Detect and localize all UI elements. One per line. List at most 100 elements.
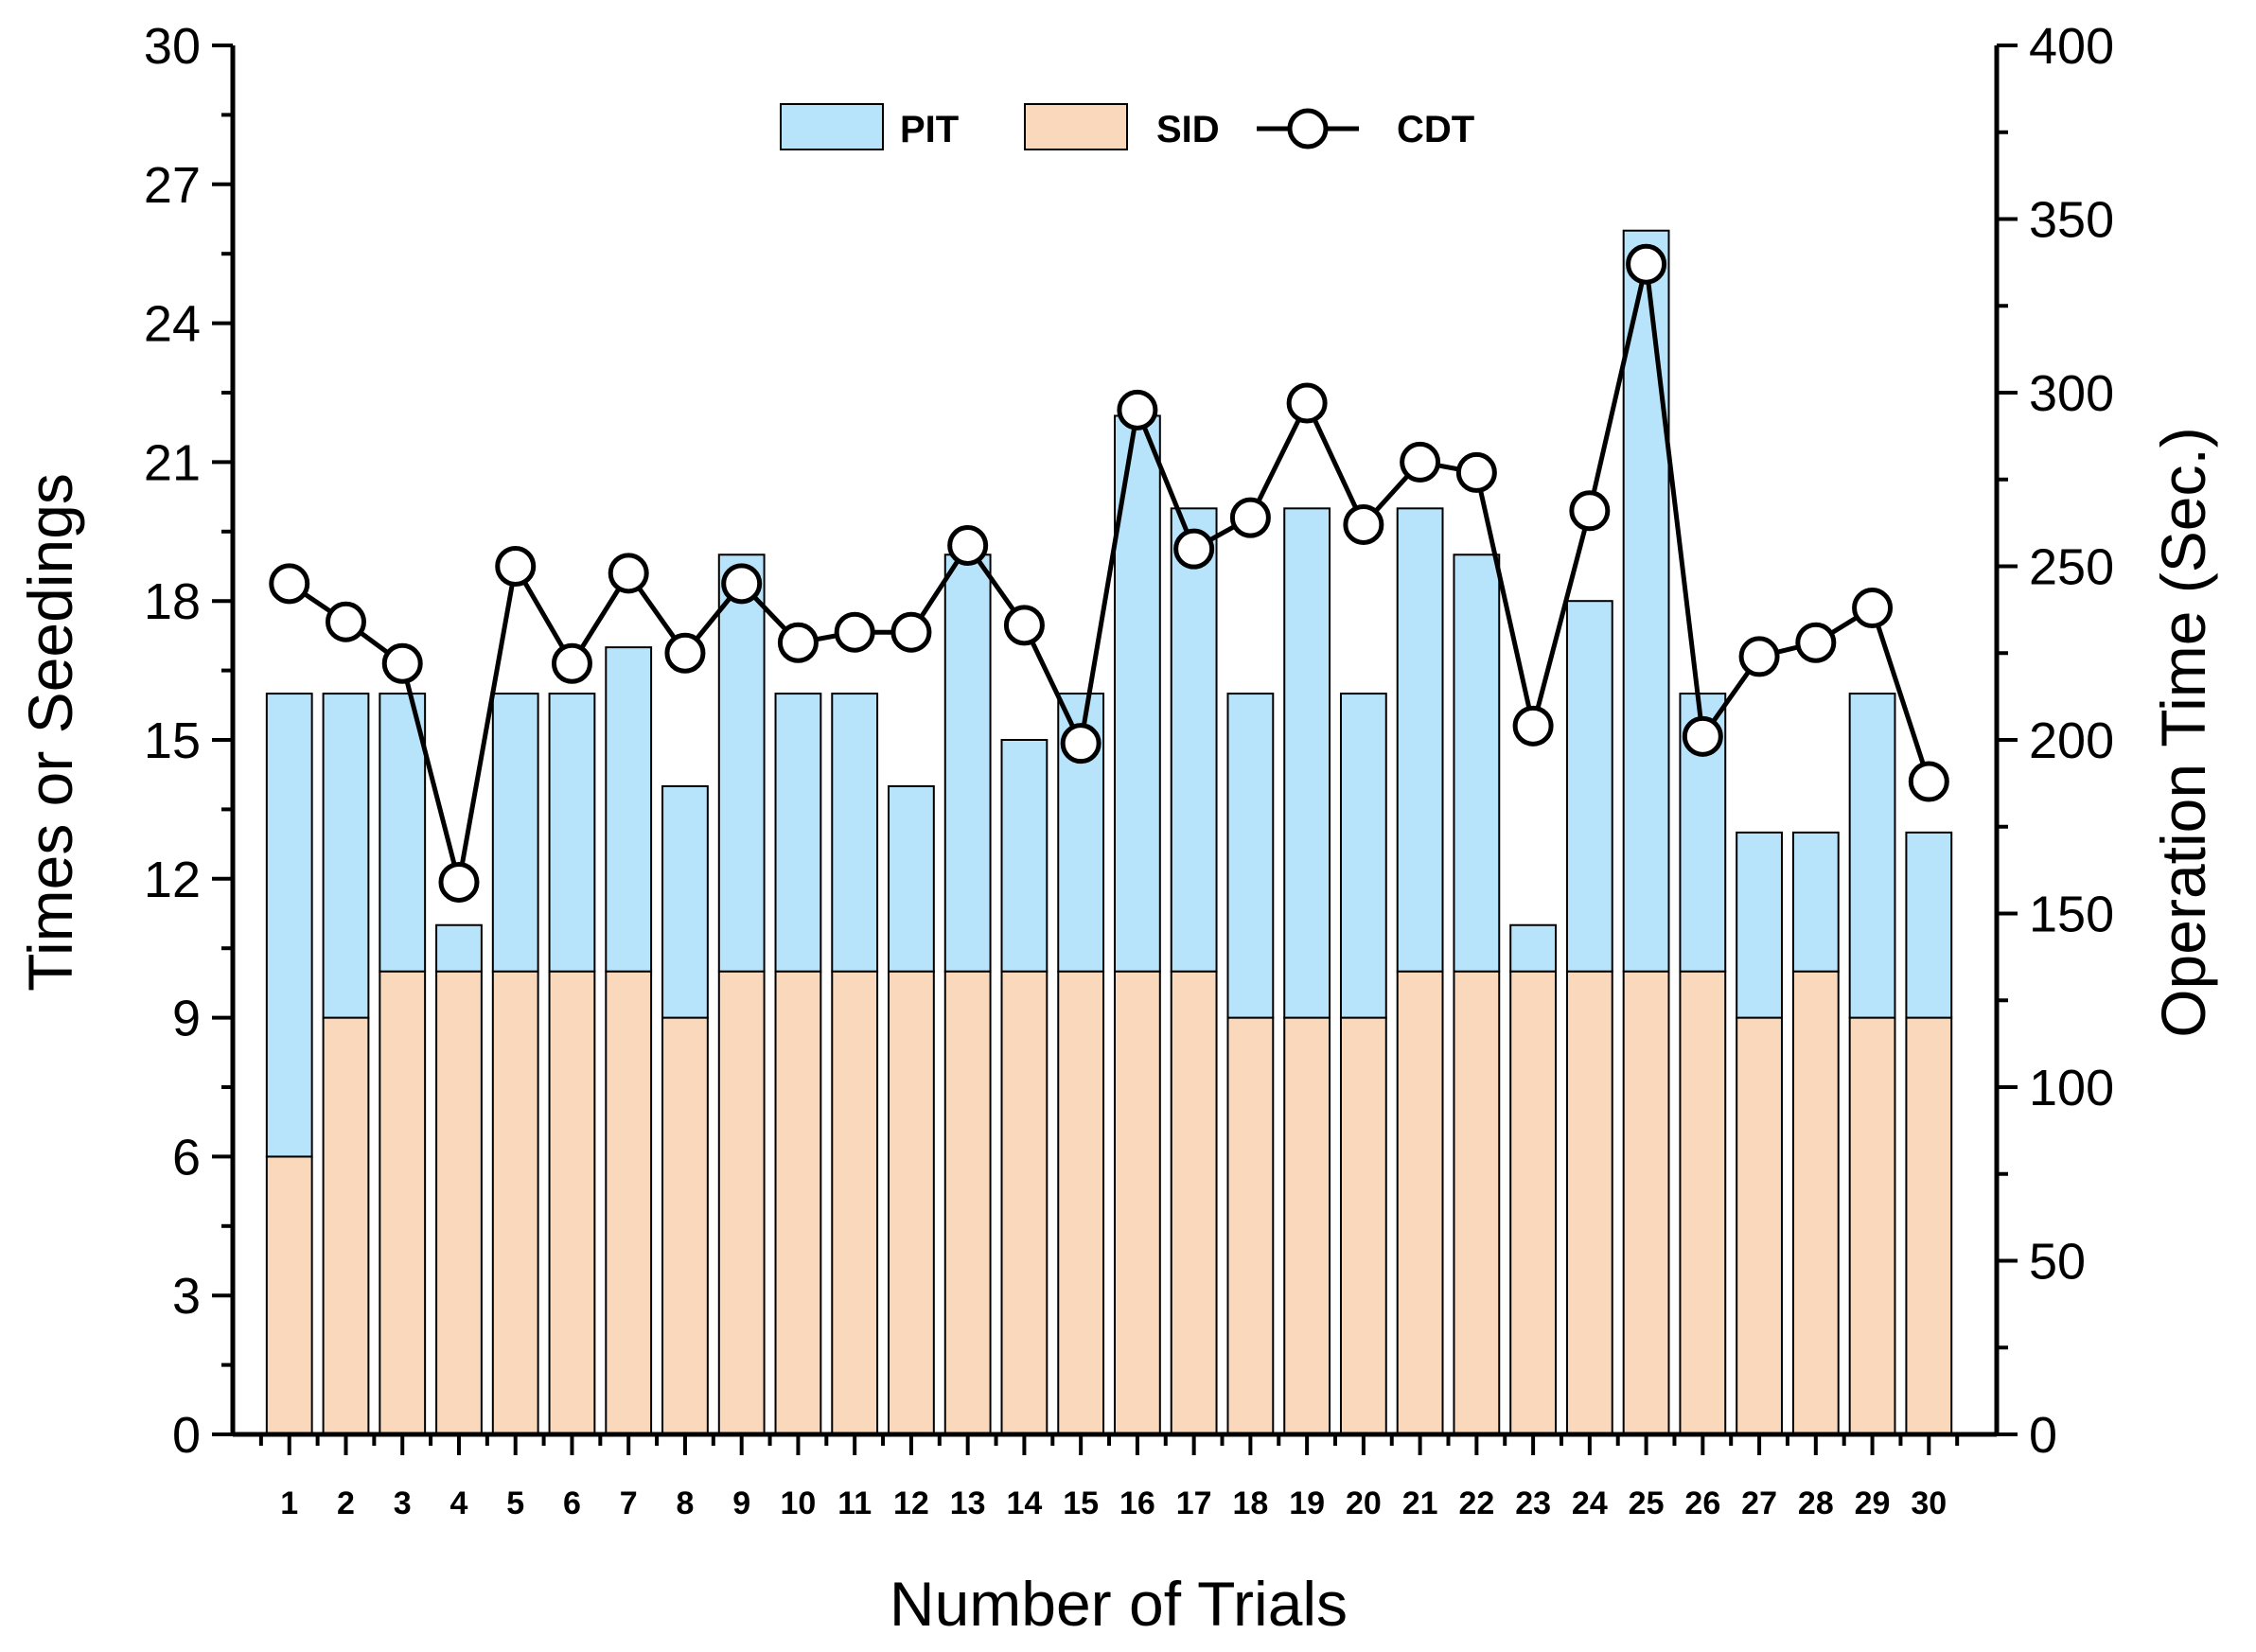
bar-sid-1 bbox=[265, 1155, 313, 1436]
cdt-point-10 bbox=[777, 622, 819, 663]
x-tick-label: 21 bbox=[1402, 1485, 1438, 1521]
bar-sid-5 bbox=[491, 970, 539, 1435]
bar-sid-13 bbox=[943, 970, 992, 1435]
y-tick-label: 30 bbox=[144, 18, 201, 75]
y-tick-label: 0 bbox=[172, 1407, 201, 1464]
cdt-point-3 bbox=[381, 642, 423, 684]
bar-sid-3 bbox=[379, 970, 427, 1435]
bar-pit-27 bbox=[1736, 831, 1783, 1019]
y-tick-label: 27 bbox=[144, 157, 201, 214]
cdt-point-19 bbox=[1286, 382, 1328, 424]
bar-sid-15 bbox=[1057, 970, 1105, 1435]
y-tick-label: 12 bbox=[144, 852, 201, 908]
bar-pit-7 bbox=[605, 646, 653, 973]
y-tick-label: 15 bbox=[144, 712, 201, 769]
bar-pit-6 bbox=[548, 693, 596, 973]
x-tick-label: 9 bbox=[732, 1485, 750, 1521]
x-tick-label: 29 bbox=[1855, 1485, 1891, 1521]
bar-pit-14 bbox=[1000, 739, 1049, 973]
x-tick-label: 5 bbox=[506, 1485, 524, 1521]
bar-sid-22 bbox=[1453, 970, 1501, 1435]
x-tick-label: 10 bbox=[781, 1485, 817, 1521]
x-tick-label: 8 bbox=[676, 1485, 694, 1521]
cdt-point-22 bbox=[1455, 451, 1497, 493]
bar-pit-5 bbox=[491, 693, 539, 973]
cdt-point-4 bbox=[438, 861, 480, 903]
bar-sid-18 bbox=[1226, 1016, 1275, 1435]
bar-pit-22 bbox=[1453, 554, 1501, 973]
bar-pit-17 bbox=[1170, 507, 1218, 973]
bar-sid-4 bbox=[435, 970, 483, 1435]
cdt-point-20 bbox=[1343, 503, 1384, 545]
cdt-point-29 bbox=[1852, 588, 1894, 629]
bar-pit-28 bbox=[1791, 831, 1840, 973]
cdt-point-2 bbox=[325, 601, 366, 642]
cdt-line-layer bbox=[269, 243, 1949, 903]
bar-sid-7 bbox=[605, 970, 653, 1435]
cdt-point-6 bbox=[551, 642, 592, 684]
y-axis-title: Times or Seedings bbox=[15, 473, 85, 992]
bars-layer bbox=[265, 229, 1953, 1436]
x-tick-label: 22 bbox=[1458, 1485, 1494, 1521]
x-tick-label: 6 bbox=[563, 1485, 581, 1521]
x-tick-label: 28 bbox=[1798, 1485, 1834, 1521]
cdt-point-13 bbox=[947, 524, 989, 566]
x-tick-label: 12 bbox=[893, 1485, 929, 1521]
x-tick-label: 24 bbox=[1572, 1485, 1608, 1521]
y2-tick-label: 50 bbox=[2029, 1234, 2086, 1291]
x-tick-label: 26 bbox=[1684, 1485, 1720, 1521]
bar-sid-6 bbox=[548, 970, 596, 1435]
x-tick-label: 23 bbox=[1515, 1485, 1551, 1521]
y-tick-label: 6 bbox=[172, 1129, 201, 1186]
cdt-point-25 bbox=[1626, 243, 1667, 285]
legend-label-cdt: CDT bbox=[1397, 109, 1474, 150]
cdt-point-5 bbox=[495, 546, 537, 587]
cdt-point-24 bbox=[1569, 490, 1611, 532]
y2-tick-label: 350 bbox=[2029, 192, 2114, 249]
cdt-point-26 bbox=[1682, 715, 1723, 757]
bar-pit-9 bbox=[717, 554, 766, 973]
bar-sid-16 bbox=[1114, 970, 1161, 1435]
bar-pit-21 bbox=[1396, 507, 1444, 973]
x-tick-label: 25 bbox=[1629, 1485, 1665, 1521]
bar-sid-14 bbox=[1000, 970, 1049, 1435]
legend: PIT SID CDT bbox=[780, 103, 1474, 150]
bar-pit-8 bbox=[661, 784, 709, 1019]
y2-tick-label: 400 bbox=[2029, 18, 2114, 75]
y2-tick-label: 0 bbox=[2029, 1407, 2057, 1464]
axes-layer bbox=[212, 44, 2018, 1455]
x-tick-label: 17 bbox=[1176, 1485, 1212, 1521]
x-axis-title: Number of Trials bbox=[890, 1569, 1348, 1639]
bar-pit-30 bbox=[1905, 831, 1953, 1019]
legend-label-sid: SID bbox=[1156, 109, 1220, 150]
y-tick-label: 18 bbox=[144, 573, 201, 630]
x-tick-label: 13 bbox=[950, 1485, 986, 1521]
y-tick-label: 9 bbox=[172, 991, 201, 1047]
cdt-point-15 bbox=[1060, 723, 1102, 764]
cdt-point-30 bbox=[1908, 761, 1949, 802]
y2-tick-label: 150 bbox=[2029, 887, 2114, 943]
bar-pit-13 bbox=[943, 554, 992, 973]
bar-sid-28 bbox=[1791, 970, 1840, 1435]
x-tick-label: 16 bbox=[1119, 1485, 1155, 1521]
x-tick-label: 30 bbox=[1911, 1485, 1947, 1521]
legend-label-pit: PIT bbox=[900, 109, 959, 150]
bar-pit-23 bbox=[1509, 923, 1557, 973]
cdt-point-9 bbox=[721, 563, 763, 605]
bar-pit-25 bbox=[1622, 229, 1670, 973]
bar-sid-30 bbox=[1905, 1016, 1953, 1435]
x-tick-label: 14 bbox=[1006, 1485, 1042, 1521]
bar-sid-12 bbox=[888, 970, 935, 1435]
x-tick-label: 27 bbox=[1741, 1485, 1777, 1521]
x-tick-label: 1 bbox=[280, 1485, 298, 1521]
bar-sid-24 bbox=[1565, 970, 1613, 1435]
bar-sid-29 bbox=[1848, 1016, 1896, 1435]
x-tick-label: 15 bbox=[1063, 1485, 1099, 1521]
bar-pit-2 bbox=[322, 693, 370, 1019]
bar-pit-3 bbox=[379, 693, 427, 973]
bar-pit-4 bbox=[435, 923, 483, 973]
tick-labels-layer: 0369121518212427300501001502002503003504… bbox=[144, 18, 2114, 1521]
cdt-point-27 bbox=[1738, 636, 1780, 677]
bar-sid-25 bbox=[1622, 970, 1670, 1435]
